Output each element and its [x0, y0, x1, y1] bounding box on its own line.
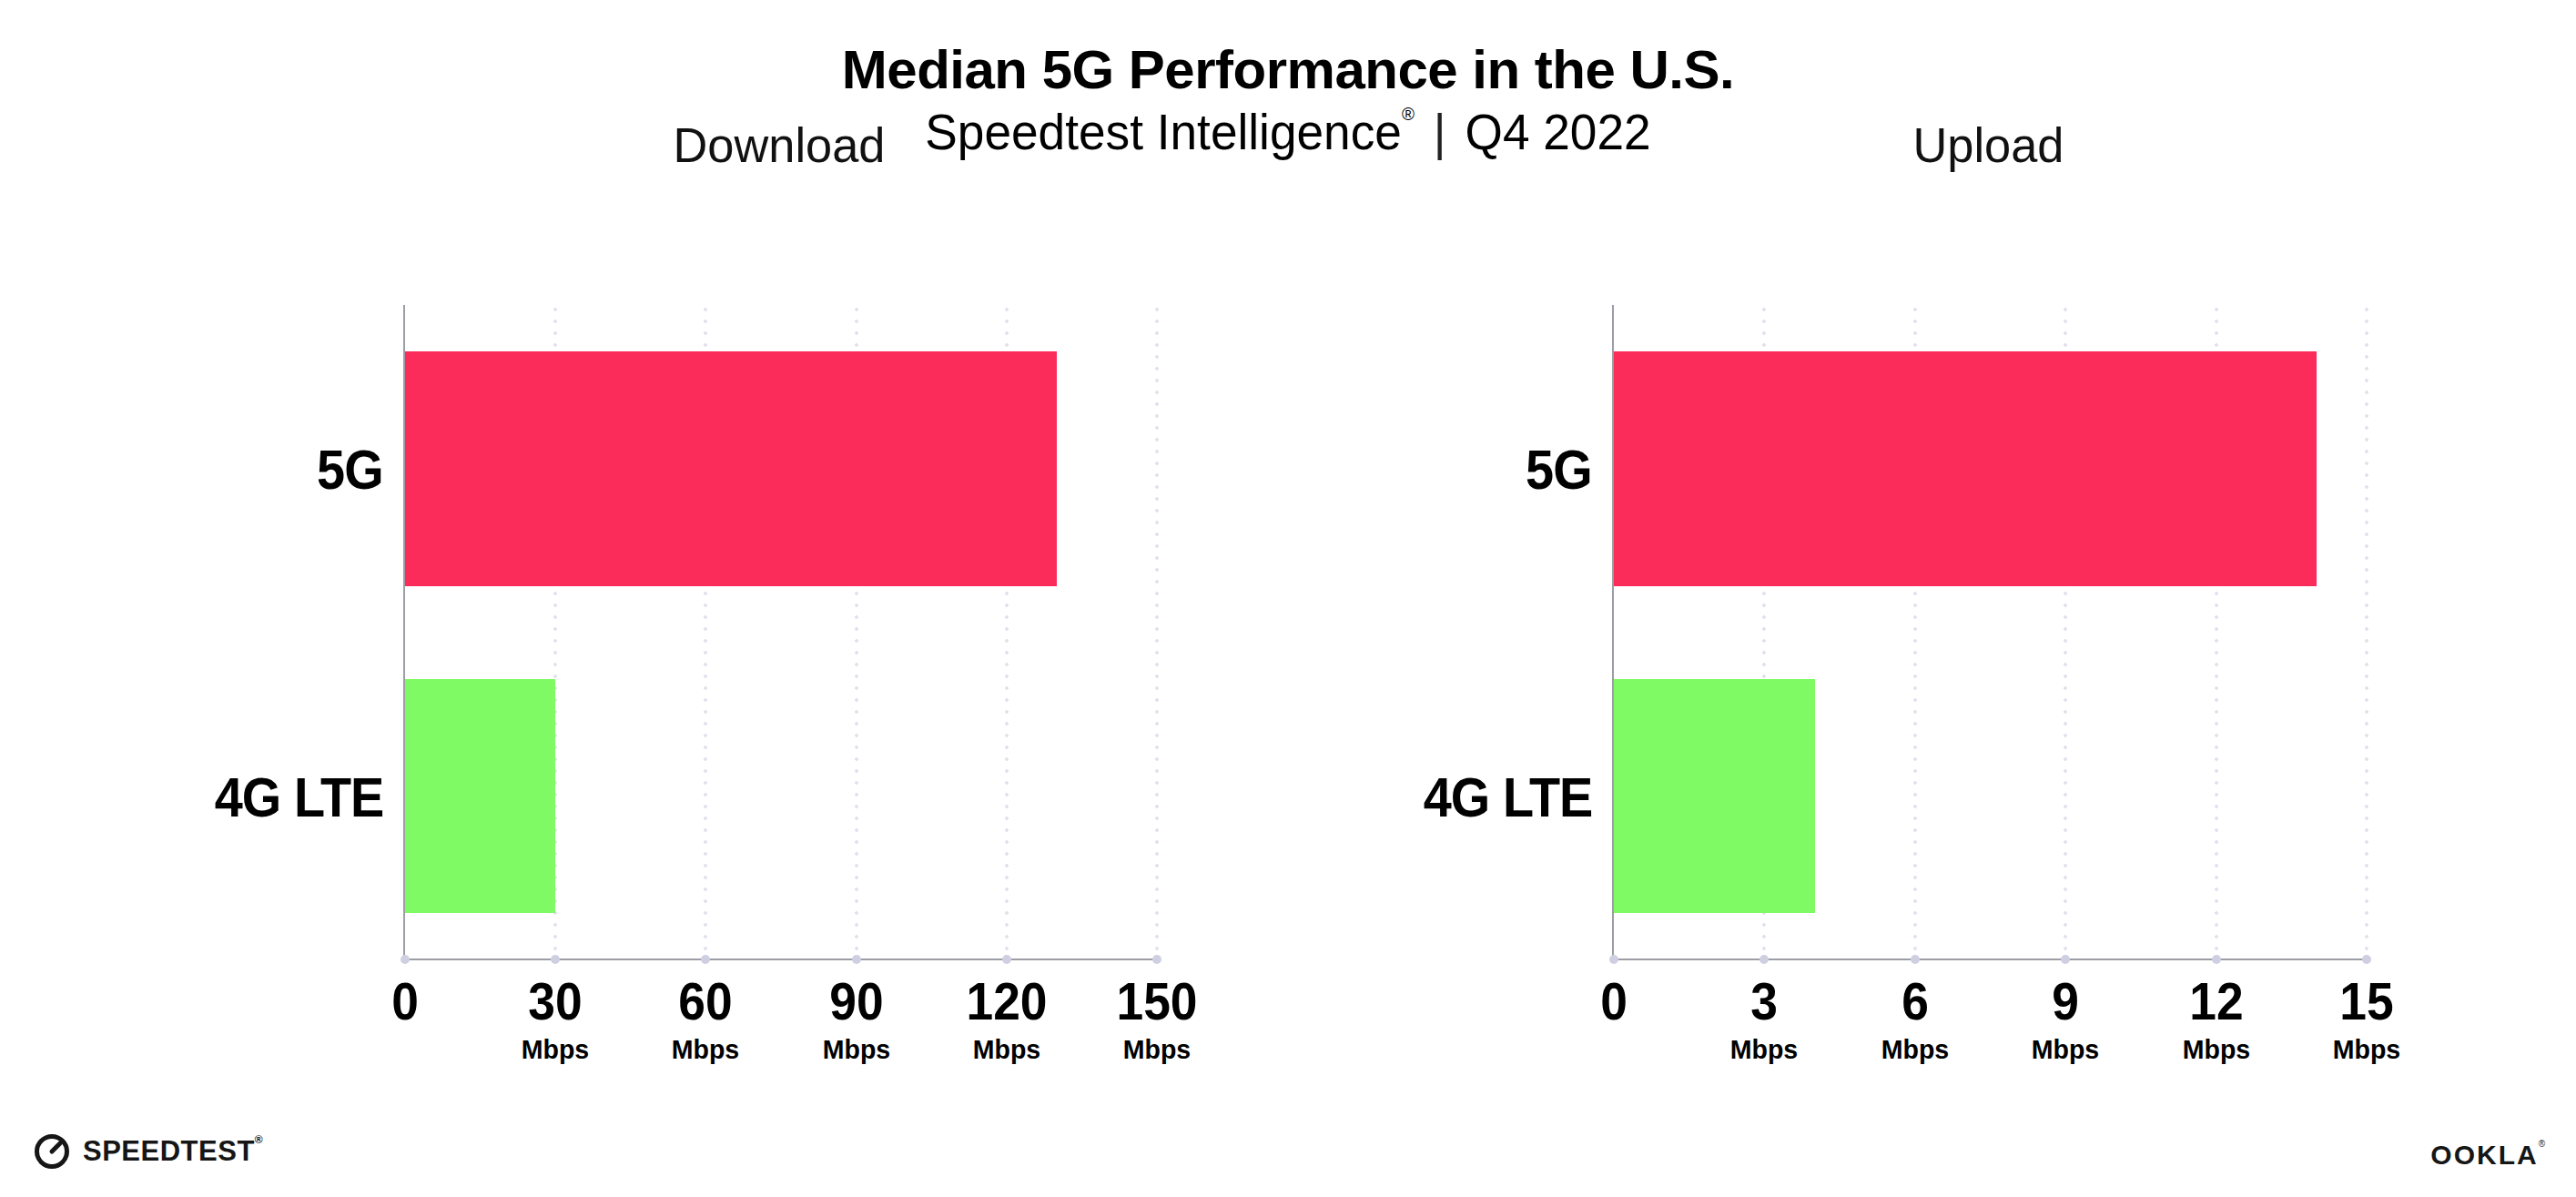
x-tick-label-0: 0	[390, 975, 420, 1028]
bar-4g-lte	[405, 679, 555, 913]
x-tick-unit: Mbps	[1881, 1036, 1949, 1063]
x-tick-unit: Mbps	[2182, 1036, 2249, 1063]
x-tick-label-60: 60 Mbps	[670, 975, 741, 1063]
axis-tick-dot	[1002, 955, 1011, 964]
category-label-4g-lte: 4G LTE	[214, 764, 383, 828]
speedtest-logo: SPEEDTEST®	[33, 1132, 263, 1171]
x-tick-value: 15	[2334, 975, 2399, 1028]
x-tick-unit: Mbps	[1730, 1036, 1798, 1063]
x-tick-label-12: 12 Mbps	[2180, 975, 2251, 1063]
x-tick-value: 0	[1600, 975, 1628, 1028]
axis-tick-dot	[1911, 955, 1920, 964]
registered-mark-icon: ®	[1402, 104, 1415, 124]
speedtest-registered-icon: ®	[255, 1133, 263, 1146]
category-label-5g: 5G	[317, 437, 383, 502]
axis-tick-dot	[2212, 955, 2221, 964]
upload-chart-title: Upload	[1623, 117, 2353, 173]
x-tick-label-120: 120 Mbps	[962, 975, 1050, 1063]
x-tick-unit: Mbps	[1115, 1036, 1199, 1063]
x-tick-value: 60	[673, 975, 738, 1028]
x-tick-value: 90	[824, 975, 889, 1028]
bar-5g	[1614, 351, 2317, 586]
x-tick-label-150: 150 Mbps	[1113, 975, 1202, 1063]
speedtest-gauge-icon	[33, 1132, 71, 1171]
x-tick-value: 3	[1731, 975, 1797, 1028]
upload-plot-area: 03Mbps6Mbps9Mbps12Mbps15Mbps5G4G LTE	[1612, 305, 2367, 959]
bar-4g-lte	[1614, 679, 1815, 913]
download-plot-area: 030Mbps60Mbps90Mbps120Mbps150Mbps5G4G LT…	[403, 305, 1157, 959]
x-tick-label-0: 0	[1599, 975, 1628, 1028]
x-tick-unit: Mbps	[2333, 1036, 2400, 1063]
x-tick-unit: Mbps	[965, 1036, 1049, 1063]
x-tick-value: 9	[2033, 975, 2098, 1028]
axis-tick-dot	[1609, 955, 1618, 964]
gridline-15	[2365, 305, 2368, 959]
axis-tick-dot	[852, 955, 861, 964]
axis-tick-dot	[401, 955, 410, 964]
axis-tick-dot	[701, 955, 710, 964]
x-tick-value: 120	[966, 975, 1047, 1028]
ookla-registered-icon: ®	[2539, 1139, 2545, 1149]
speedtest-wordmark: SPEEDTEST®	[83, 1135, 263, 1168]
bar-5g	[405, 351, 1057, 586]
ookla-logo: OOKLA®	[2430, 1140, 2545, 1171]
x-tick-unit: Mbps	[2032, 1036, 2099, 1063]
ookla-wordmark: OOKLA	[2430, 1140, 2538, 1170]
axis-tick-dot	[1760, 955, 1769, 964]
x-tick-label-30: 30 Mbps	[520, 975, 591, 1063]
x-tick-label-3: 3 Mbps	[1729, 975, 1800, 1063]
x-tick-value: 12	[2184, 975, 2249, 1028]
axis-tick-dot	[2061, 955, 2070, 964]
x-tick-unit: Mbps	[522, 1036, 589, 1063]
x-tick-value: 150	[1116, 975, 1197, 1028]
category-label-4g-lte: 4G LTE	[1423, 764, 1592, 828]
x-tick-unit: Mbps	[822, 1036, 889, 1063]
x-tick-label-90: 90 Mbps	[820, 975, 891, 1063]
category-label-5g: 5G	[1526, 437, 1592, 502]
axis-tick-dot	[551, 955, 560, 964]
infographic-page: { "header": { "title": "Median 5G Perfor…	[0, 0, 2576, 1197]
x-tick-label-6: 6 Mbps	[1880, 975, 1951, 1063]
x-tick-value: 6	[1882, 975, 1948, 1028]
x-tick-value: 0	[391, 975, 419, 1028]
x-tick-label-9: 9 Mbps	[2030, 975, 2101, 1063]
x-tick-label-15: 15 Mbps	[2331, 975, 2402, 1063]
x-tick-value: 30	[522, 975, 588, 1028]
axis-tick-dot	[2362, 955, 2371, 964]
download-chart-title: Download	[414, 117, 1143, 173]
x-tick-unit: Mbps	[672, 1036, 739, 1063]
subtitle-separator: |	[1415, 103, 1465, 160]
gridline-150	[1155, 305, 1159, 959]
page-title: Median 5G Performance in the U.S.	[0, 38, 2576, 101]
axis-tick-dot	[1152, 955, 1161, 964]
